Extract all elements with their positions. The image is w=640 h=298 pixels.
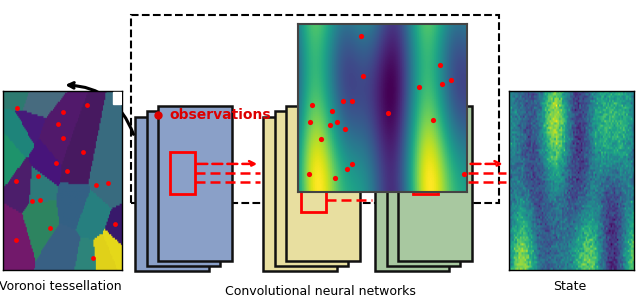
Point — [12, 106, 22, 111]
Bar — [301, 170, 326, 212]
Point — [356, 33, 366, 38]
Point — [12, 237, 22, 242]
Bar — [113, 92, 121, 104]
Bar — [287, 106, 360, 261]
Point — [110, 221, 120, 226]
Bar — [398, 106, 472, 261]
Point — [332, 120, 342, 125]
Bar — [387, 111, 461, 266]
Point — [428, 117, 438, 122]
Point — [383, 110, 394, 115]
Point — [33, 173, 43, 178]
Bar — [136, 117, 209, 271]
Point — [35, 198, 45, 203]
Point — [330, 176, 340, 180]
Text: Voronoi tessellation: Voronoi tessellation — [0, 280, 122, 293]
Point — [316, 137, 326, 142]
Point — [338, 99, 348, 103]
Bar — [131, 15, 499, 203]
Point — [324, 122, 335, 127]
Point — [58, 110, 68, 114]
Point — [51, 160, 61, 165]
Point — [304, 172, 314, 177]
Point — [435, 63, 445, 68]
Point — [437, 82, 447, 86]
Bar — [170, 152, 195, 194]
Point — [347, 162, 357, 167]
Point — [11, 179, 21, 183]
Text: State: State — [553, 280, 586, 293]
Point — [358, 73, 368, 78]
Point — [45, 226, 55, 230]
Bar — [264, 117, 337, 271]
Point — [459, 172, 469, 177]
Point — [102, 181, 113, 185]
Point — [52, 121, 63, 126]
Text: Convolutional neural networks: Convolutional neural networks — [225, 285, 415, 298]
Bar — [147, 111, 220, 266]
Point — [305, 119, 316, 124]
Point — [77, 149, 88, 154]
Point — [307, 103, 317, 108]
Point — [445, 78, 456, 83]
Bar — [413, 152, 438, 194]
Bar — [275, 111, 349, 266]
Text: observations: observations — [170, 108, 271, 122]
Bar — [375, 117, 449, 271]
Point — [326, 109, 337, 114]
Point — [413, 85, 424, 90]
Point — [342, 167, 353, 172]
Point — [62, 169, 72, 174]
Bar — [159, 106, 232, 261]
Point — [82, 103, 92, 108]
Point — [91, 182, 101, 187]
Point — [58, 136, 68, 141]
Point — [88, 255, 99, 260]
Point — [340, 126, 351, 131]
Point — [347, 98, 357, 103]
Point — [27, 199, 37, 204]
